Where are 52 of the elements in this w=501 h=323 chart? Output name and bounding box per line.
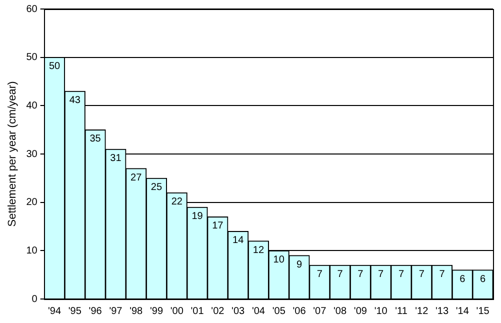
x-tick-label: '98 [130, 306, 144, 317]
x-tick-label: '15 [476, 306, 490, 317]
data-label: 6 [460, 274, 466, 285]
data-label: 10 [273, 254, 285, 266]
x-tick-label: '94 [48, 306, 62, 317]
data-label: 25 [150, 182, 162, 193]
x-tick-label: '02 [211, 306, 225, 317]
data-label: 17 [212, 220, 224, 232]
data-label: 7 [439, 268, 446, 280]
x-tick-label: '01 [190, 306, 204, 317]
x-tick-label: '03 [232, 306, 246, 317]
data-label: 19 [192, 210, 204, 222]
data-label: 9 [296, 259, 302, 270]
x-tick-label: '13 [435, 306, 449, 317]
data-label: 7 [398, 268, 404, 280]
data-label: 7 [358, 268, 364, 280]
y-tick-label: 60 [26, 4, 38, 15]
x-tick-label: '05 [272, 306, 286, 317]
x-tick-label: '12 [415, 306, 429, 317]
y-tick-label: 20 [26, 197, 38, 208]
y-tick-label: 40 [26, 100, 38, 112]
x-tick-label: '04 [252, 306, 266, 317]
x-tick-label: '96 [88, 306, 102, 317]
data-label: 50 [48, 61, 61, 72]
data-label: 7 [337, 268, 344, 280]
data-label: 7 [418, 268, 425, 280]
data-label: 12 [252, 244, 264, 256]
data-label: 6 [480, 274, 486, 285]
x-tick-label: '95 [68, 306, 82, 317]
x-tick-label: '11 [395, 306, 408, 317]
x-tick-label: '97 [109, 306, 123, 317]
y-tick-label: 0 [32, 294, 38, 305]
y-tick-label: 50 [26, 52, 38, 64]
data-label: 35 [90, 134, 102, 145]
x-tick-label: '07 [313, 306, 327, 317]
data-label: 43 [69, 94, 81, 106]
x-tick-label: '14 [456, 306, 470, 317]
y-axis-title: Settlement per year (cm/year) [6, 81, 19, 227]
y-tick-label: 30 [26, 148, 38, 160]
x-tick-label: '09 [354, 306, 368, 317]
data-label: 7 [378, 268, 384, 280]
x-tick-label: '00 [170, 306, 184, 317]
data-label: 27 [130, 172, 142, 184]
y-tick-label: 10 [26, 245, 38, 256]
data-label: 31 [110, 152, 122, 164]
data-label: 22 [171, 196, 183, 208]
x-tick-label: '06 [292, 306, 306, 317]
x-tick-label: '99 [150, 306, 164, 317]
data-label: 7 [316, 268, 323, 280]
x-tick-label: '10 [374, 306, 388, 317]
x-tick-label: '08 [334, 306, 347, 317]
data-label: 14 [232, 235, 244, 246]
